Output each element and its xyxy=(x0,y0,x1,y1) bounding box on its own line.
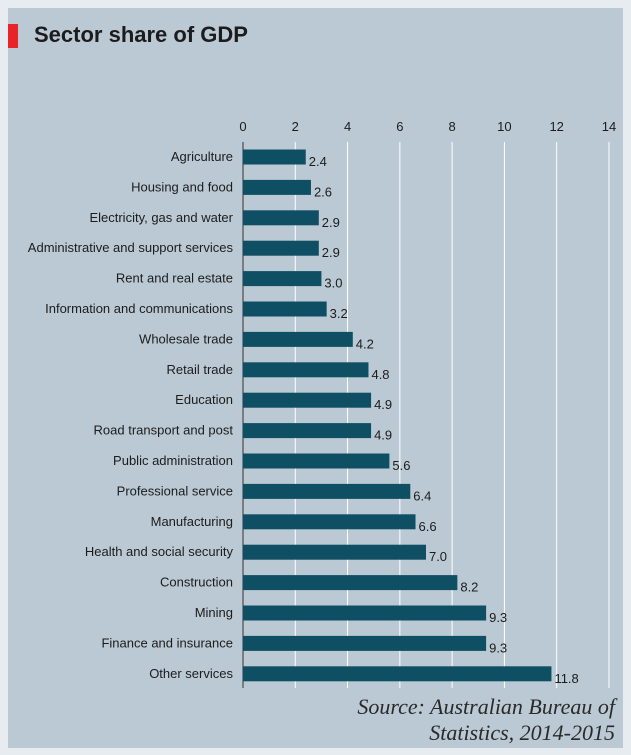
bar xyxy=(243,210,319,226)
value-label: 6.4 xyxy=(413,488,431,503)
category-label: Retail trade xyxy=(167,362,233,377)
x-tick-label: 12 xyxy=(549,119,563,134)
chart-title: Sector share of GDP xyxy=(34,22,248,47)
value-label: 6.6 xyxy=(419,519,437,534)
x-tick-label: 4 xyxy=(344,119,351,134)
bar xyxy=(243,514,416,530)
value-label: 4.8 xyxy=(371,367,389,382)
bar xyxy=(243,149,306,165)
category-label: Information and communications xyxy=(45,301,233,316)
bar xyxy=(243,271,322,287)
x-tick-label: 6 xyxy=(396,119,403,134)
category-label: Health and social security xyxy=(85,544,234,559)
category-label: Education xyxy=(175,392,233,407)
value-label: 2.9 xyxy=(322,245,340,260)
category-label: Manufacturing xyxy=(151,514,233,529)
chart-panel xyxy=(8,8,623,748)
category-label: Agriculture xyxy=(171,149,233,164)
bar xyxy=(243,331,353,347)
bar xyxy=(243,635,487,651)
value-label: 11.8 xyxy=(554,671,578,686)
value-label: 2.6 xyxy=(314,184,332,199)
x-tick-label: 10 xyxy=(497,119,511,134)
category-label: Rent and real estate xyxy=(116,271,233,286)
value-label: 4.2 xyxy=(356,336,374,351)
bar xyxy=(243,483,411,499)
value-label: 2.4 xyxy=(309,154,327,169)
category-label: Construction xyxy=(160,575,233,590)
bar xyxy=(243,240,319,256)
bar xyxy=(243,423,372,439)
bar xyxy=(243,605,487,621)
category-label: Housing and food xyxy=(131,179,233,194)
category-label: Other services xyxy=(149,666,233,681)
value-label: 5.6 xyxy=(392,458,410,473)
x-tick-label: 8 xyxy=(449,119,456,134)
category-label: Finance and insurance xyxy=(101,635,233,650)
category-label: Electricity, gas and water xyxy=(89,210,233,225)
value-label: 4.9 xyxy=(374,428,392,443)
bar xyxy=(243,666,552,682)
category-label: Road transport and post xyxy=(94,423,234,438)
source-note: Source: Australian Bureau of Statistics,… xyxy=(357,694,615,745)
bar xyxy=(243,362,369,378)
bar xyxy=(243,575,458,591)
value-label: 3.2 xyxy=(330,306,348,321)
value-label: 8.2 xyxy=(460,580,478,595)
value-label: 2.9 xyxy=(322,215,340,230)
value-label: 7.0 xyxy=(429,549,447,564)
title-accent-bar xyxy=(8,24,18,48)
bar xyxy=(243,453,390,469)
bar xyxy=(243,392,372,408)
x-tick-label: 14 xyxy=(602,119,616,134)
value-label: 9.3 xyxy=(489,610,507,625)
value-label: 9.3 xyxy=(489,640,507,655)
category-label: Administrative and support services xyxy=(28,240,234,255)
x-tick-label: 2 xyxy=(292,119,299,134)
category-label: Wholesale trade xyxy=(139,331,233,346)
bar xyxy=(243,179,311,195)
value-label: 3.0 xyxy=(324,276,342,291)
value-label: 4.9 xyxy=(374,397,392,412)
bar xyxy=(243,301,327,317)
category-label: Mining xyxy=(195,605,233,620)
bar xyxy=(243,544,426,560)
x-tick-label: 0 xyxy=(239,119,246,134)
category-label: Public administration xyxy=(113,453,233,468)
category-label: Professional service xyxy=(117,483,233,498)
